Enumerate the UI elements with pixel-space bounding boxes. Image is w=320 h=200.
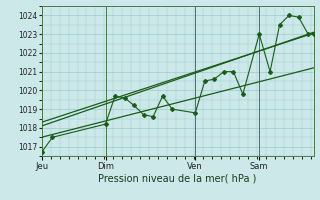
X-axis label: Pression niveau de la mer( hPa ): Pression niveau de la mer( hPa ) [99, 173, 257, 183]
